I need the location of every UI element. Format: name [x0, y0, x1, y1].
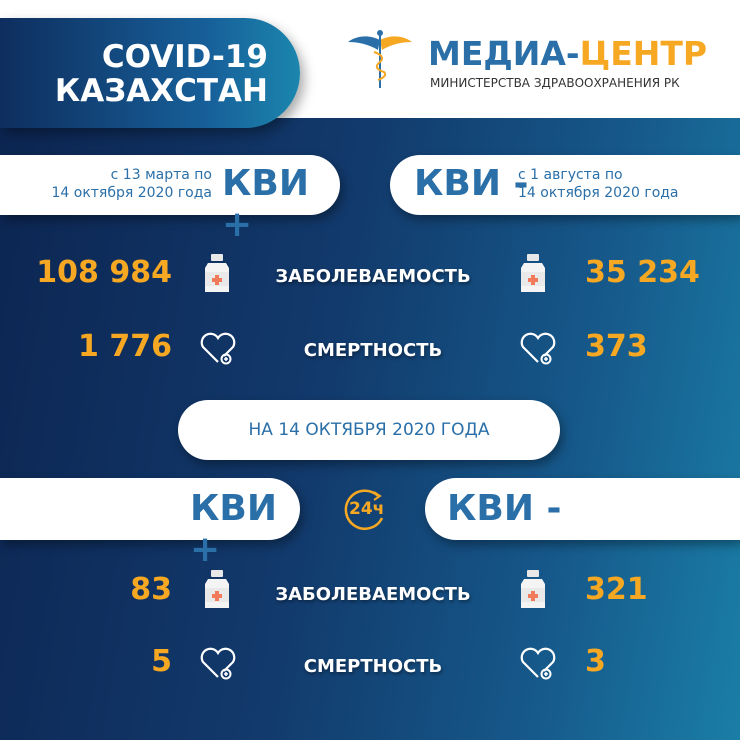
medicine-bottle-icon — [518, 254, 548, 298]
logo-subtitle: МИНИСТЕРСТВА ЗДРАВООХРАНЕНИЯ РК — [430, 76, 680, 90]
medicine-bottle-icon — [518, 570, 548, 614]
cumulative-right-incidence: 35 234 — [585, 255, 700, 290]
cumulative-left-period: с 13 марта по 14 октября 2020 года — [51, 166, 212, 202]
logo-title-part1: МЕДИА- — [428, 34, 580, 73]
incidence-label: ЗАБОЛЕВАЕМОСТЬ — [275, 266, 471, 287]
cumulative-right-pill: КВИ - с 1 августа по 14 октября 2020 год… — [390, 155, 740, 215]
daily-left-deaths: 5 — [151, 644, 172, 679]
cumulative-right-period: с 1 августа по 14 октября 2020 года — [518, 166, 679, 202]
heart-plus-icon — [198, 645, 238, 685]
cumulative-left-label: КВИ + — [222, 163, 309, 245]
cumulative-right-label: КВИ - — [414, 163, 529, 204]
daily-incidence-label: ЗАБОЛЕВАЕМОСТЬ — [275, 584, 471, 605]
cumulative-left-deaths: 1 776 — [78, 329, 172, 364]
period-line1: с 13 марта по — [110, 167, 212, 183]
cumulative-left-incidence: 108 984 — [36, 255, 172, 290]
logo-title: МЕДИА-ЦЕНТР — [428, 34, 707, 73]
period-line2: 14 октября 2020 года — [51, 185, 212, 201]
heart-plus-icon — [518, 645, 558, 685]
daily-right-incidence: 321 — [585, 572, 648, 607]
24h-icon: 24ч — [340, 488, 388, 532]
daily-left-pill: КВИ + — [0, 478, 300, 570]
title-pill: COVID-19 КАЗАХСТАН — [0, 18, 300, 128]
heart-plus-icon — [518, 330, 558, 370]
title-line1: COVID-19 — [101, 39, 268, 75]
title-line2: КАЗАХСТАН — [54, 73, 268, 109]
date-pill: НА 14 ОКТЯБРЯ 2020 ГОДА — [178, 400, 560, 460]
daily-right-deaths: 3 — [585, 644, 606, 679]
cumulative-right-deaths: 373 — [585, 329, 648, 364]
daily-right-pill: КВИ - — [425, 478, 740, 540]
mortality-label: СМЕРТНОСТЬ — [303, 340, 443, 361]
daily-left-label: КВИ + — [190, 488, 277, 570]
period-line2: 14 октября 2020 года — [518, 185, 679, 201]
daily-mortality-label: СМЕРТНОСТЬ — [303, 656, 443, 677]
period-line1: с 1 августа по — [518, 167, 623, 183]
heart-plus-icon — [198, 330, 238, 370]
daily-left-incidence: 83 — [130, 572, 172, 607]
caduceus-icon — [348, 30, 412, 88]
logo-title-part2: ЦЕНТР — [579, 34, 708, 73]
medicine-bottle-icon — [202, 570, 232, 614]
daily-right-label: КВИ - — [447, 488, 562, 529]
medicine-bottle-icon — [202, 254, 232, 298]
cumulative-left-pill: с 13 марта по 14 октября 2020 года КВИ + — [0, 155, 340, 245]
24h-badge: 24ч — [349, 499, 385, 519]
